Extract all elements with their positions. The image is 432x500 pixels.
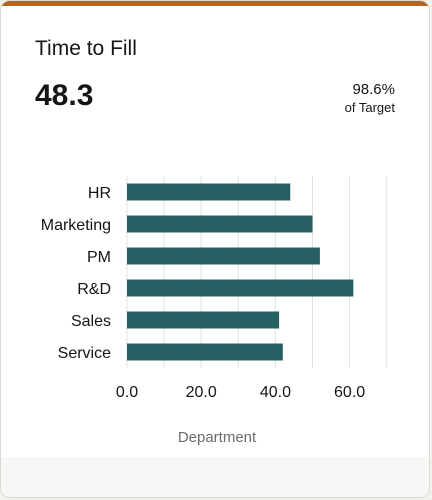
- bar-service[interactable]: [127, 343, 283, 361]
- bar-pm[interactable]: [127, 247, 320, 265]
- metric-value: 48.3: [35, 79, 94, 112]
- x-tick-label: 60.0: [334, 384, 365, 401]
- category-label: HR: [88, 185, 111, 202]
- target-summary: 98.6% of Target: [345, 81, 395, 115]
- bar-sales[interactable]: [127, 311, 280, 329]
- x-tick-labels: 0.0 20.0 40.0 60.0: [116, 384, 365, 401]
- target-label: of Target: [344, 100, 395, 115]
- category-label: R&D: [77, 281, 111, 298]
- category-label: Service: [58, 345, 111, 362]
- card-title: Time to Fill: [35, 37, 137, 60]
- category-label: Marketing: [41, 217, 111, 234]
- x-tick-label: 20.0: [186, 384, 217, 401]
- card-accent-bar: [1, 1, 429, 6]
- card-footer: [1, 457, 429, 497]
- bar-marketing[interactable]: [127, 215, 313, 233]
- x-tick-label: 40.0: [260, 384, 291, 401]
- grid-lines: [126, 176, 388, 368]
- category-label: Sales: [71, 313, 111, 330]
- bar-r-d[interactable]: [127, 279, 354, 297]
- department-bar-chart: HR Marketing PM R&D Sales Service 0.0 20.0 40.0…: [41, 176, 388, 446]
- target-percent: 98.6%: [352, 81, 395, 98]
- bar-hr[interactable]: [127, 183, 291, 201]
- bars: [127, 183, 354, 361]
- x-tick-label: 0.0: [116, 384, 138, 401]
- category-label: PM: [87, 249, 111, 266]
- x-axis-title: Department: [178, 429, 257, 446]
- category-labels: HR Marketing PM R&D Sales Service: [41, 185, 111, 362]
